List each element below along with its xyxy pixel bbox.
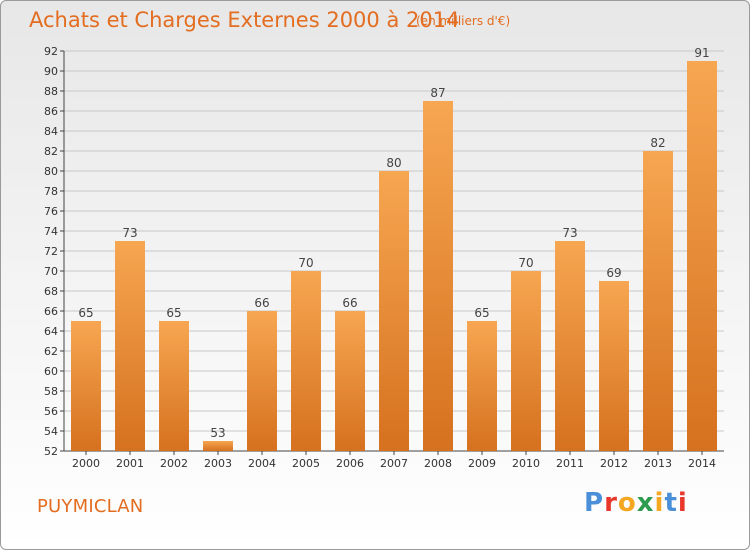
y-tick-label: 58 bbox=[44, 385, 58, 398]
y-tick-label: 54 bbox=[44, 425, 58, 438]
y-tick-label: 66 bbox=[44, 305, 58, 318]
logo-letter: r bbox=[604, 488, 618, 518]
y-tick-label: 78 bbox=[44, 185, 58, 198]
x-tick-label: 2011 bbox=[556, 457, 584, 470]
logo-letter: i bbox=[677, 488, 688, 518]
bar-2012 bbox=[599, 281, 629, 451]
logo-letter: t bbox=[664, 488, 678, 518]
logo-letter: x bbox=[636, 488, 655, 518]
y-tick-label: 56 bbox=[44, 405, 58, 418]
y-tick-label: 64 bbox=[44, 325, 58, 338]
y-tick-label: 60 bbox=[44, 365, 58, 378]
x-tick-label: 2005 bbox=[292, 457, 320, 470]
data-label: 73 bbox=[122, 226, 137, 240]
y-tick-label: 88 bbox=[44, 85, 58, 98]
bar-2013 bbox=[643, 151, 673, 451]
y-tick-label: 74 bbox=[44, 225, 58, 238]
data-label: 87 bbox=[430, 86, 445, 100]
commune-name: PUYMICLAN bbox=[37, 496, 144, 517]
x-tick-label: 2006 bbox=[336, 457, 364, 470]
y-tick-label: 92 bbox=[44, 45, 58, 58]
data-label: 65 bbox=[78, 306, 93, 320]
logo-letter: i bbox=[654, 488, 665, 518]
y-tick-label: 82 bbox=[44, 145, 58, 158]
x-tick-label: 2000 bbox=[72, 457, 100, 470]
y-tick-label: 86 bbox=[44, 105, 58, 118]
data-label: 65 bbox=[474, 306, 489, 320]
bar-2010 bbox=[511, 271, 541, 451]
y-tick-label: 90 bbox=[44, 65, 58, 78]
bar-2002 bbox=[159, 321, 189, 451]
chart-title: Achats et Charges Externes 2000 à 2014 bbox=[29, 8, 460, 32]
bar-2009 bbox=[467, 321, 497, 451]
data-label: 69 bbox=[606, 266, 621, 280]
bar-2004 bbox=[247, 311, 277, 451]
logo-letter: o bbox=[617, 488, 637, 518]
x-tick-label: 2014 bbox=[688, 457, 716, 470]
data-label: 70 bbox=[518, 256, 533, 270]
x-tick-label: 2001 bbox=[116, 457, 144, 470]
data-label: 65 bbox=[166, 306, 181, 320]
x-tick-label: 2012 bbox=[600, 457, 628, 470]
x-tick-label: 2013 bbox=[644, 457, 672, 470]
x-tick-label: 2008 bbox=[424, 457, 452, 470]
data-label: 91 bbox=[694, 46, 709, 60]
y-tick-label: 62 bbox=[44, 345, 58, 358]
data-label: 53 bbox=[210, 426, 225, 440]
x-tick-label: 2004 bbox=[248, 457, 276, 470]
y-tick-label: 80 bbox=[44, 165, 58, 178]
chart-subtitle: (en milliers d'€) bbox=[416, 14, 511, 28]
bar-2001 bbox=[115, 241, 145, 451]
x-tick-label: 2009 bbox=[468, 457, 496, 470]
y-tick-label: 70 bbox=[44, 265, 58, 278]
x-tick-label: 2003 bbox=[204, 457, 232, 470]
bar-2008 bbox=[423, 101, 453, 451]
y-tick-label: 52 bbox=[44, 445, 58, 458]
x-tick-label: 2002 bbox=[160, 457, 188, 470]
y-tick-label: 72 bbox=[44, 245, 58, 258]
proxiti-logo: Proxiti bbox=[584, 488, 688, 518]
bar-2007 bbox=[379, 171, 409, 451]
y-tick-label: 68 bbox=[44, 285, 58, 298]
bar-2003 bbox=[203, 441, 233, 451]
x-tick-label: 2007 bbox=[380, 457, 408, 470]
x-tick-label: 2010 bbox=[512, 457, 540, 470]
data-label: 73 bbox=[562, 226, 577, 240]
data-label: 82 bbox=[650, 136, 665, 150]
bar-2006 bbox=[335, 311, 365, 451]
data-label: 66 bbox=[342, 296, 357, 310]
data-label: 80 bbox=[386, 156, 401, 170]
bar-2014 bbox=[687, 61, 717, 451]
data-label: 66 bbox=[254, 296, 269, 310]
y-tick-label: 84 bbox=[44, 125, 58, 138]
bar-2011 bbox=[555, 241, 585, 451]
y-tick-label: 76 bbox=[44, 205, 58, 218]
bar-2005 bbox=[291, 271, 321, 451]
logo-letter: P bbox=[584, 488, 605, 518]
data-label: 70 bbox=[298, 256, 313, 270]
bar-2000 bbox=[71, 321, 101, 451]
